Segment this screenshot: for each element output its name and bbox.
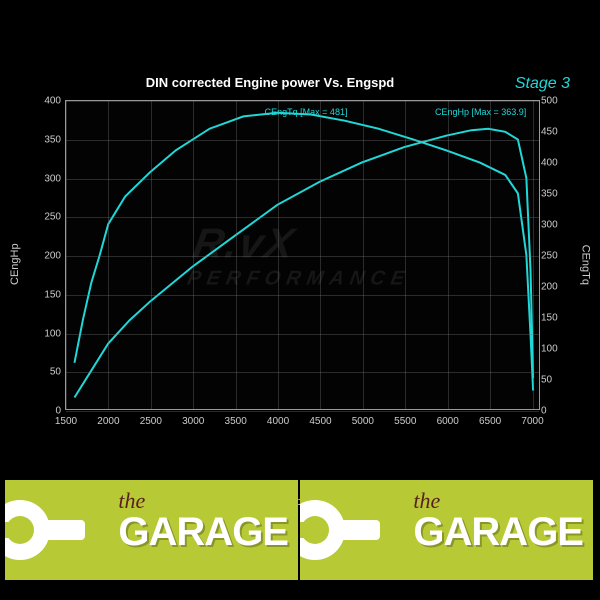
wrench-icon <box>300 490 400 570</box>
y-right-tick-label: 400 <box>541 158 569 169</box>
logo-2: the GARAGE <box>300 480 593 580</box>
y-left-tick-label: 250 <box>31 212 61 223</box>
x-tick-label: 4000 <box>267 416 289 427</box>
y-left-tick-label: 0 <box>31 406 61 417</box>
y-right-tick-label: 150 <box>541 313 569 324</box>
x-tick-label: 3000 <box>182 416 204 427</box>
y-right-tick-label: 100 <box>541 344 569 355</box>
chart-title: DIN corrected Engine power Vs. Engspd <box>20 75 520 90</box>
y-left-tick-label: 150 <box>31 289 61 300</box>
dyno-chart: DIN corrected Engine power Vs. Engspd St… <box>20 100 580 470</box>
x-tick-label: 3500 <box>225 416 247 427</box>
stage-label: Stage 3 <box>515 75 570 93</box>
y-right-tick-label: 450 <box>541 127 569 138</box>
y-left-tick-label: 400 <box>31 96 61 107</box>
y-right-tick-label: 350 <box>541 189 569 200</box>
y-axis-left-title: CEngHp <box>9 243 21 285</box>
y-right-tick-label: 500 <box>541 96 569 107</box>
y-left-tick-label: 100 <box>31 328 61 339</box>
y-right-tick-label: 50 <box>541 375 569 386</box>
y-right-tick-label: 200 <box>541 282 569 293</box>
y-right-tick-label: 250 <box>541 251 569 262</box>
y-left-tick-label: 50 <box>31 367 61 378</box>
y-right-tick-label: 300 <box>541 220 569 231</box>
y-left-tick-label: 300 <box>31 173 61 184</box>
series-label-hp: CEngHp [Max = 363.9] <box>435 107 526 117</box>
logo-garage: GARAGE <box>118 514 288 550</box>
chart-lines <box>66 101 539 409</box>
plot-area: R.vX PERFORMANCE 15002000250030003500400… <box>65 100 540 410</box>
y-axis-right-title: CEngTq <box>579 245 591 285</box>
logo-1: the GARAGE <box>5 480 298 580</box>
x-tick-label: 2000 <box>97 416 119 427</box>
x-tick-label: 6000 <box>437 416 459 427</box>
x-tick-label: 5000 <box>352 416 374 427</box>
y-right-tick-label: 0 <box>541 406 569 417</box>
footer-logos: the GARAGE the GARAGE <box>5 480 595 580</box>
x-tick-label: 6500 <box>479 416 501 427</box>
wrench-icon <box>5 490 105 570</box>
x-tick-label: 7000 <box>521 416 543 427</box>
series-label-tq: CEngTq [Max = 481] <box>265 107 348 117</box>
y-left-tick-label: 200 <box>31 251 61 262</box>
y-left-tick-label: 350 <box>31 134 61 145</box>
x-tick-label: 1500 <box>55 416 77 427</box>
x-tick-label: 2500 <box>140 416 162 427</box>
x-tick-label: 4500 <box>309 416 331 427</box>
x-tick-label: 5500 <box>394 416 416 427</box>
logo-garage: GARAGE <box>413 514 583 550</box>
